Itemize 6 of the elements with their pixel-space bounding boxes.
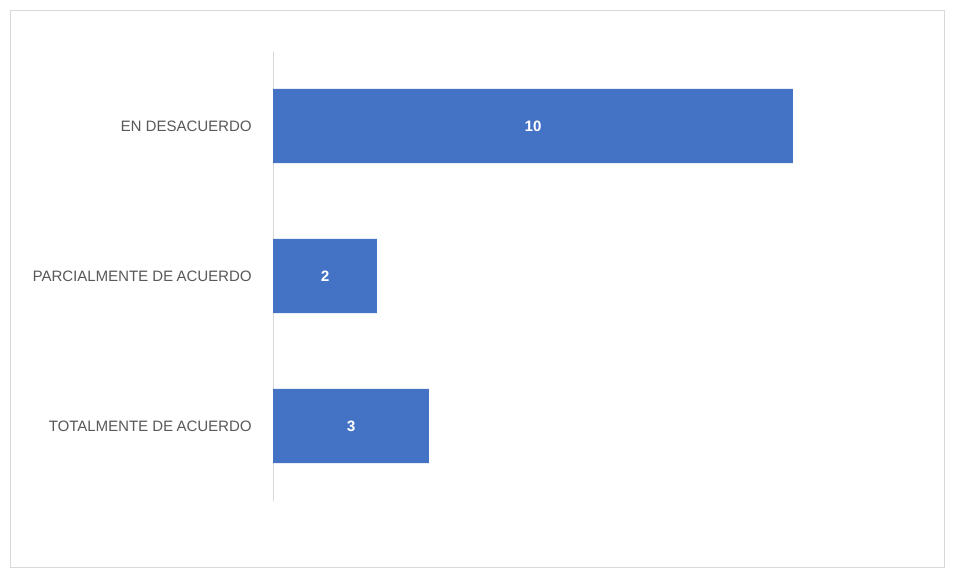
- y-tick-label: TOTALMENTE DE ACUERDO: [48, 418, 252, 435]
- y-tick-label: EN DESACUERDO: [120, 118, 252, 135]
- data-label: 3: [346, 418, 356, 435]
- data-label: 2: [320, 268, 330, 285]
- y-tick-label: PARCIALMENTE DE ACUERDO: [32, 268, 252, 285]
- data-label: 10: [524, 118, 542, 135]
